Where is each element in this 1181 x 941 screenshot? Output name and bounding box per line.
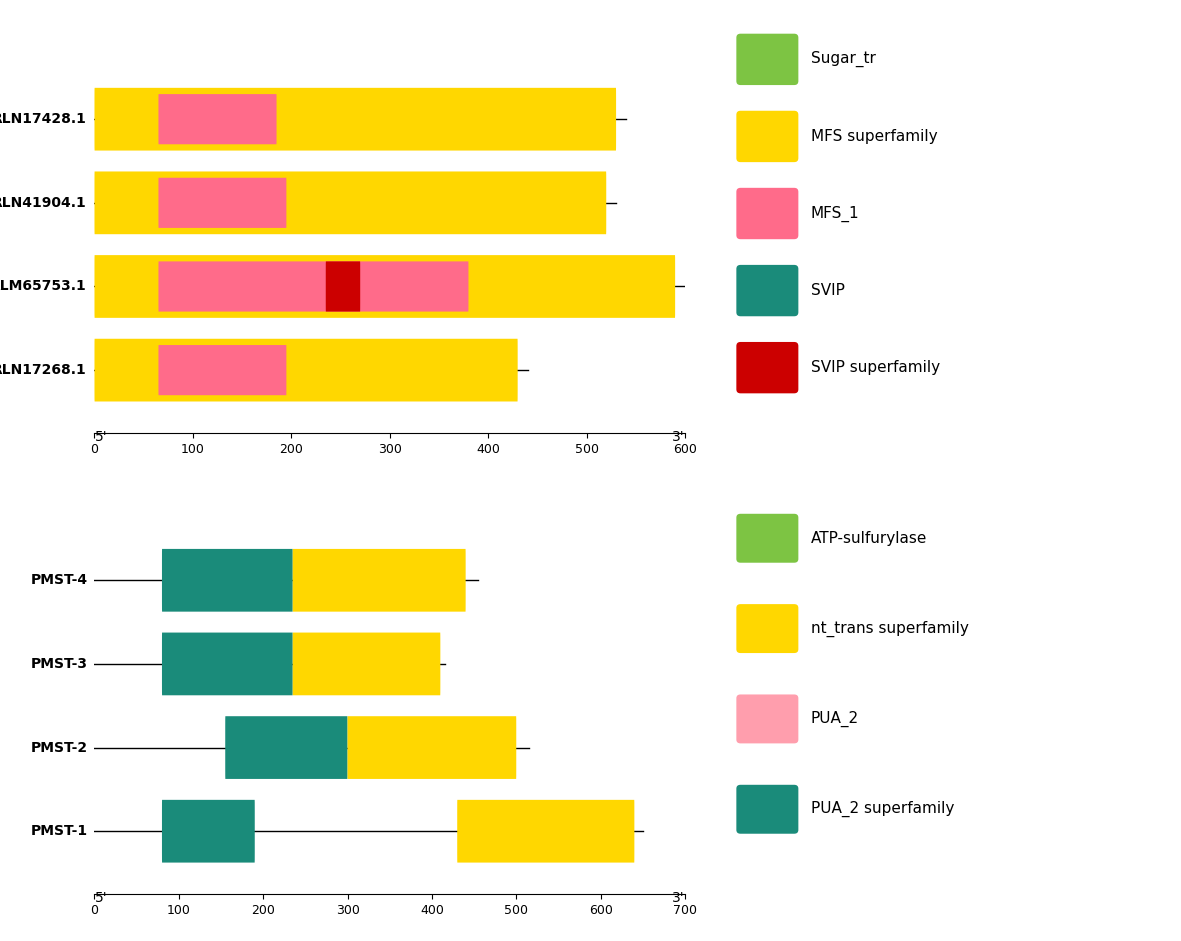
FancyBboxPatch shape — [162, 632, 293, 695]
FancyBboxPatch shape — [326, 262, 360, 311]
Text: PUA_2: PUA_2 — [810, 710, 859, 727]
FancyBboxPatch shape — [737, 514, 798, 563]
Text: PUA_2 superfamily: PUA_2 superfamily — [810, 801, 954, 818]
Text: SVIP superfamily: SVIP superfamily — [810, 360, 940, 375]
FancyBboxPatch shape — [158, 178, 286, 228]
Text: Sugar_tr: Sugar_tr — [810, 51, 875, 68]
FancyBboxPatch shape — [737, 604, 798, 653]
FancyBboxPatch shape — [737, 785, 798, 834]
FancyBboxPatch shape — [226, 716, 347, 779]
FancyBboxPatch shape — [94, 171, 606, 234]
FancyBboxPatch shape — [347, 716, 516, 779]
FancyBboxPatch shape — [158, 345, 286, 395]
FancyBboxPatch shape — [737, 188, 798, 239]
Text: 3': 3' — [672, 891, 685, 905]
Text: ATP-sulfurylase: ATP-sulfurylase — [810, 531, 927, 546]
FancyBboxPatch shape — [737, 34, 798, 85]
Text: RLN41904.1: RLN41904.1 — [0, 196, 86, 210]
FancyBboxPatch shape — [737, 694, 798, 743]
Text: PMST-3: PMST-3 — [31, 657, 87, 671]
FancyBboxPatch shape — [158, 94, 276, 144]
FancyBboxPatch shape — [94, 255, 676, 318]
Text: 3': 3' — [672, 430, 685, 444]
Text: MFS superfamily: MFS superfamily — [810, 129, 938, 144]
FancyBboxPatch shape — [737, 265, 798, 316]
Text: MFS_1: MFS_1 — [810, 205, 860, 222]
Text: PMST-4: PMST-4 — [31, 573, 87, 587]
Text: PMST-1: PMST-1 — [31, 824, 87, 838]
Text: 5': 5' — [94, 430, 107, 444]
FancyBboxPatch shape — [94, 88, 616, 151]
Text: SVIP: SVIP — [810, 283, 844, 298]
FancyBboxPatch shape — [158, 262, 469, 311]
FancyBboxPatch shape — [457, 800, 634, 863]
Text: 5': 5' — [94, 891, 107, 905]
FancyBboxPatch shape — [162, 800, 255, 863]
FancyBboxPatch shape — [94, 339, 517, 402]
Text: RLM65753.1: RLM65753.1 — [0, 279, 86, 294]
Text: PMST-2: PMST-2 — [31, 741, 87, 755]
Text: RLN17428.1: RLN17428.1 — [0, 112, 86, 126]
FancyBboxPatch shape — [737, 111, 798, 162]
FancyBboxPatch shape — [293, 549, 465, 612]
FancyBboxPatch shape — [162, 549, 293, 612]
Text: RLN17268.1: RLN17268.1 — [0, 363, 86, 377]
FancyBboxPatch shape — [293, 632, 441, 695]
FancyBboxPatch shape — [737, 342, 798, 393]
Text: nt_trans superfamily: nt_trans superfamily — [810, 620, 968, 637]
